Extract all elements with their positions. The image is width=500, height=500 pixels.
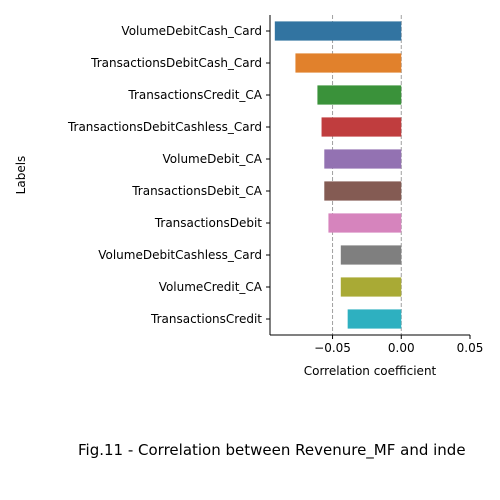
y-tick-label: TransactionsDebit_CA [131, 184, 263, 198]
axes-frame [269, 15, 470, 336]
y-tick-label: VolumeDebitCash_Card [121, 24, 262, 38]
x-axis-label: Correlation coefficient [304, 364, 437, 378]
y-tick-label: VolumeDebit_CA [163, 152, 263, 166]
y-tick-label: TransactionsDebitCashless_Card [67, 120, 262, 134]
bar-TransactionsDebitCash_Card [295, 53, 402, 73]
y-axis-ticks: VolumeDebitCash_Card TransactionsDebitCas… [67, 24, 270, 326]
bars-group [274, 21, 402, 329]
x-tick-label: 0.05 [457, 341, 484, 355]
bar-VolumeDebitCash_Card [274, 21, 402, 41]
y-tick-label: TransactionsCredit_CA [127, 88, 262, 102]
y-tick-label: VolumeDebitCashless_Card [98, 248, 262, 262]
bar-TransactionsDebitCashless_Card [321, 117, 402, 137]
x-tick-label: −0.05 [314, 341, 351, 355]
y-tick-label: TransactionsCredit [150, 312, 262, 326]
y-tick-label: TransactionsDebit [154, 216, 262, 230]
x-tick-label: 0.00 [388, 341, 415, 355]
bar-TransactionsDebit [328, 213, 402, 233]
bar-TransactionsDebit_CA [324, 181, 402, 201]
bar-TransactionsCredit [347, 309, 402, 329]
y-axis-label: Labels [14, 156, 28, 195]
bar-VolumeDebitCashless_Card [340, 245, 402, 265]
x-axis-ticks: −0.05 0.00 0.05 [314, 335, 483, 355]
y-tick-label: VolumeCredit_CA [159, 280, 263, 294]
bar-VolumeDebit_CA [324, 149, 402, 169]
bar-VolumeCredit_CA [340, 277, 402, 297]
figure-caption: Fig.11 - Correlation between Revenure_MF… [78, 441, 466, 460]
y-tick-label: TransactionsDebitCash_Card [90, 56, 262, 70]
bar-TransactionsCredit_CA [317, 85, 402, 105]
